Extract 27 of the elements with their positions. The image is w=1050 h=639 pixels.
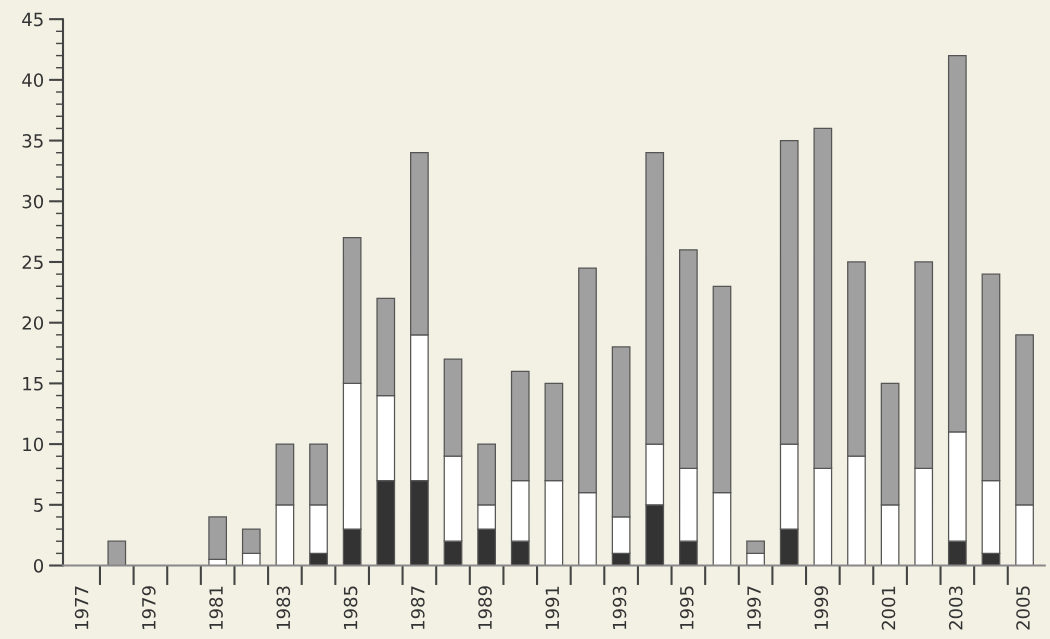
y-tick-label: 45 <box>22 12 43 27</box>
x-tick-label: 1979 <box>142 586 156 629</box>
x-tick-label: 1999 <box>814 586 829 629</box>
y-tick-label: 10 <box>23 437 44 452</box>
x-tick-label: 2001 <box>881 586 896 630</box>
x-tick-label: 1985 <box>343 586 358 629</box>
x-tick-label: 1991 <box>545 586 560 629</box>
bar <box>107 540 127 566</box>
y-tick-label: 15 <box>23 377 43 391</box>
x-tick-label: 1989 <box>478 586 492 629</box>
y-tick-label: 25 <box>22 255 43 270</box>
x-tick-label: 1981 <box>209 586 223 629</box>
x-tick-label: 1993 <box>612 586 627 629</box>
x-tick-label: 1995 <box>679 586 694 629</box>
y-tick-label: 20 <box>22 316 44 330</box>
x-tick-label: 1987 <box>410 586 425 629</box>
y-tick-label: 40 <box>22 73 44 87</box>
x-tick-label: 1983 <box>276 586 291 629</box>
y-tick-label: 35 <box>22 134 43 148</box>
x-tick-label: 1997 <box>747 586 761 629</box>
y-tick-label: 0 <box>33 558 44 573</box>
x-tick-label: 1977 <box>74 586 89 629</box>
bar <box>208 516 228 561</box>
y-tick-label: 30 <box>22 194 44 209</box>
y-tick-label: 5 <box>34 498 43 512</box>
x-tick-label: 2005 <box>1016 586 1030 630</box>
x-tick-label: 2003 <box>948 586 963 630</box>
